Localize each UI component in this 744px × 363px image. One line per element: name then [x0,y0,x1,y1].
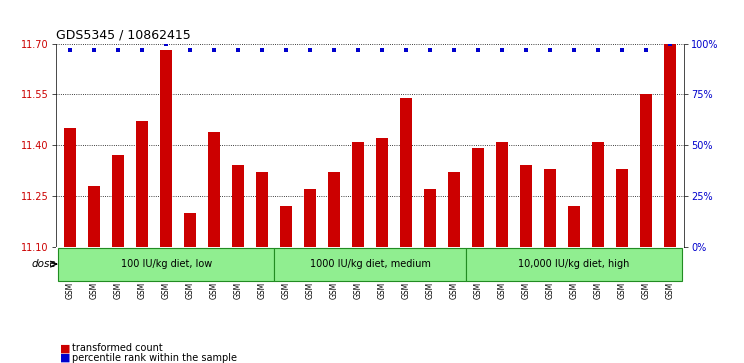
Bar [232,166,244,246]
Point [136,47,148,53]
Point [424,47,436,53]
Text: 1000 IU/kg diet, medium: 1000 IU/kg diet, medium [310,259,431,269]
Point [400,47,412,53]
Point [112,47,124,53]
Point [208,47,220,53]
Point [185,47,196,53]
Bar [448,172,460,246]
Bar [376,138,388,246]
Point [568,47,580,53]
Bar [466,248,682,281]
Bar [58,248,274,281]
Point [616,47,628,53]
Bar [328,172,340,246]
Bar [544,169,556,246]
Bar [616,169,628,246]
Point [232,47,244,53]
Text: dose: dose [31,259,57,269]
Point [472,47,484,53]
Bar [520,166,532,246]
Bar [64,128,76,246]
Text: percentile rank within the sample: percentile rank within the sample [72,352,237,363]
Point [592,47,604,53]
Point [280,47,292,53]
Bar [280,206,292,246]
Bar [89,186,100,246]
Text: transformed count: transformed count [72,343,163,354]
Text: 10,000 IU/kg diet, high: 10,000 IU/kg diet, high [519,259,629,269]
Bar [304,189,316,246]
Point [448,47,460,53]
Text: ■: ■ [60,352,70,363]
Point [256,47,268,53]
Bar [424,189,436,246]
Point [640,47,652,53]
Bar [640,94,652,246]
Bar [274,248,466,281]
Point [544,47,556,53]
Bar [568,206,580,246]
Bar [592,142,604,246]
Bar [185,213,196,246]
Text: 100 IU/kg diet, low: 100 IU/kg diet, low [121,259,212,269]
Bar [136,121,148,246]
Bar [664,44,676,246]
Bar [352,142,364,246]
Point [376,47,388,53]
Point [664,41,676,46]
Point [304,47,316,53]
Point [160,41,172,46]
Point [328,47,340,53]
Text: ■: ■ [60,343,70,354]
Point [352,47,364,53]
Text: GDS5345 / 10862415: GDS5345 / 10862415 [56,28,190,41]
Bar [496,142,508,246]
Point [64,47,76,53]
Bar [208,131,220,246]
Point [496,47,508,53]
Bar [472,148,484,246]
Bar [256,172,268,246]
Point [520,47,532,53]
Bar [400,98,412,246]
Point [89,47,100,53]
Bar [112,155,124,246]
Bar [160,50,172,246]
